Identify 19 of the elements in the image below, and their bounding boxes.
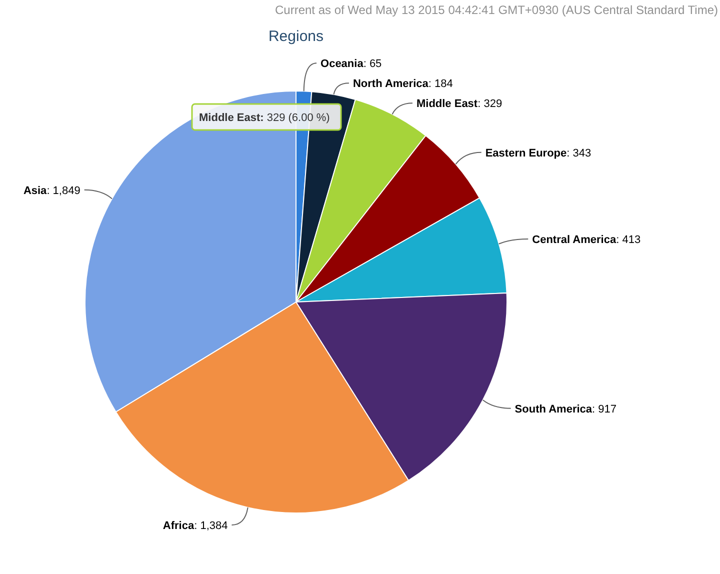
slice-label: Eastern Europe (485, 147, 567, 160)
slice-label: Central America (532, 234, 617, 246)
text: Middle East: 329 (6.00 %) (199, 112, 330, 124)
data-label: : 329 (478, 98, 502, 110)
slice-label: Asia (23, 184, 48, 197)
slice-label: Africa (162, 520, 195, 532)
data-label: : 1,849 (46, 184, 80, 197)
data-label: : 1,384 (194, 520, 228, 532)
data-label: : 413 (616, 234, 641, 246)
slice-label: South America (514, 403, 593, 416)
slice-label: North America (352, 78, 430, 90)
slice-label: Oceania (320, 58, 364, 70)
data-label: : 184 (428, 78, 453, 90)
chart-title: Regions (268, 28, 324, 45)
data-label: : 343 (566, 147, 592, 160)
text: Current as of Wed May 13 2015 04:42:41 GMT+0930 (AUS Central Standard Time) (274, 3, 718, 17)
data-label: : 917 (592, 403, 617, 416)
slice-label: Middle East (416, 98, 478, 110)
data-label: : 65 (363, 58, 382, 70)
